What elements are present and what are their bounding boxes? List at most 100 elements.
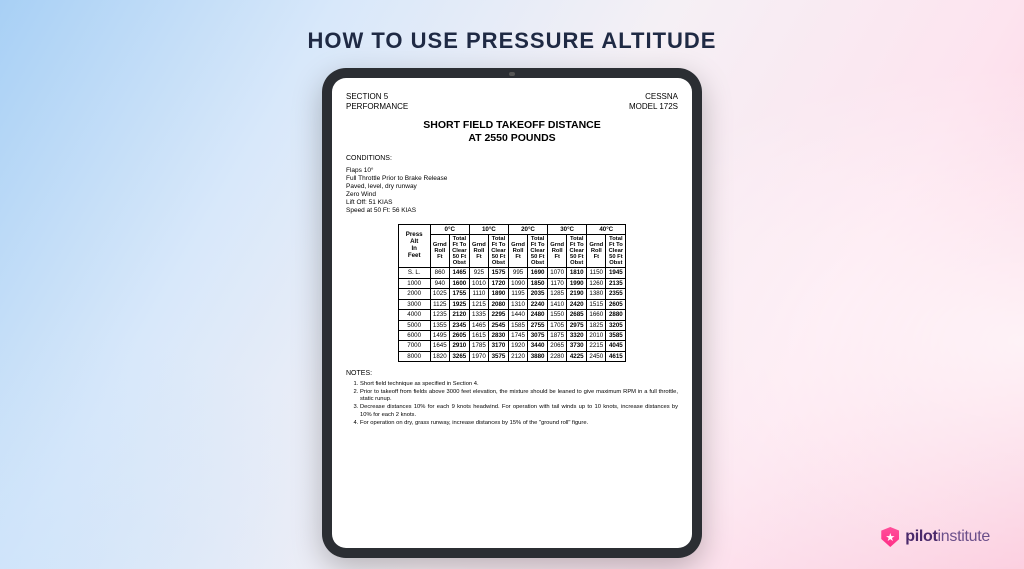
value-cell: 2035 — [528, 289, 548, 299]
value-cell: 2215 — [587, 341, 606, 351]
temp-header: 20°C — [508, 224, 547, 234]
value-cell: 1125 — [430, 299, 449, 309]
value-cell: 3730 — [567, 341, 587, 351]
value-cell: 1150 — [587, 268, 606, 278]
grnd-roll-header: GrndRollFt — [587, 235, 606, 268]
value-cell: 2120 — [449, 310, 469, 320]
value-cell: 2280 — [548, 351, 567, 361]
value-cell: 1465 — [469, 320, 488, 330]
doc-header: SECTION 5 PERFORMANCE CESSNA MODEL 172S — [346, 92, 678, 111]
note-item: For operation on dry, grass runway, incr… — [360, 420, 678, 427]
value-cell: 2080 — [489, 299, 509, 309]
value-cell: 3075 — [528, 331, 548, 341]
value-cell: 1600 — [449, 278, 469, 288]
temp-header: 30°C — [548, 224, 587, 234]
sub-header-row: GrndRollFtTotalFt ToClear50 FtObstGrndRo… — [398, 235, 626, 268]
value-cell: 1575 — [489, 268, 509, 278]
value-cell: 1380 — [587, 289, 606, 299]
temperature-header-row: PressAltInFeet0°C10°C20°C30°C40°C — [398, 224, 626, 234]
value-cell: 1990 — [567, 278, 587, 288]
value-cell: 860 — [430, 268, 449, 278]
value-cell: 1820 — [430, 351, 449, 361]
value-cell: 1335 — [469, 310, 488, 320]
model-label: MODEL 172S — [629, 102, 678, 112]
value-cell: 2975 — [567, 320, 587, 330]
value-cell: 2120 — [508, 351, 527, 361]
value-cell: 1720 — [489, 278, 509, 288]
value-cell: 1090 — [508, 278, 527, 288]
value-cell: 1310 — [508, 299, 527, 309]
value-cell: 1690 — [528, 268, 548, 278]
section-label: SECTION 5 — [346, 92, 408, 102]
altitude-cell: 3000 — [398, 299, 430, 309]
value-cell: 1925 — [449, 299, 469, 309]
value-cell: 2450 — [587, 351, 606, 361]
table-row: 3000112519251215208013102240141024201515… — [398, 299, 626, 309]
brand-logo: ★ pilotinstitute — [881, 527, 990, 547]
value-cell: 2190 — [567, 289, 587, 299]
table-row: 2000102517551110189011952035128521901380… — [398, 289, 626, 299]
document-screen: SECTION 5 PERFORMANCE CESSNA MODEL 172S … — [332, 78, 692, 548]
condition-line: Flaps 10° — [346, 167, 678, 175]
value-cell: 2345 — [449, 320, 469, 330]
value-cell: 3205 — [606, 320, 626, 330]
altitude-cell: 1000 — [398, 278, 430, 288]
slide-title: HOW TO USE PRESSURE ALTITUDE — [0, 28, 1024, 54]
value-cell: 1825 — [587, 320, 606, 330]
value-cell: 2880 — [606, 310, 626, 320]
performance-label: PERFORMANCE — [346, 102, 408, 112]
altitude-cell: 4000 — [398, 310, 430, 320]
value-cell: 1465 — [449, 268, 469, 278]
temp-header: 0°C — [430, 224, 469, 234]
value-cell: 1890 — [489, 289, 509, 299]
value-cell: 1170 — [548, 278, 567, 288]
shield-icon: ★ — [881, 527, 899, 547]
table-row: 4000123521201335229514402480155026851660… — [398, 310, 626, 320]
table-row: 6000149526051615283017453075187533202010… — [398, 331, 626, 341]
value-cell: 1285 — [548, 289, 567, 299]
value-cell: 4225 — [567, 351, 587, 361]
total-clear-header: TotalFt ToClear50 FtObst — [489, 235, 509, 268]
make-label: CESSNA — [629, 92, 678, 102]
altitude-cell: S. L. — [398, 268, 430, 278]
value-cell: 1660 — [587, 310, 606, 320]
altitude-cell: 6000 — [398, 331, 430, 341]
conditions-list: Flaps 10°Full Throttle Prior to Brake Re… — [346, 167, 678, 216]
value-cell: 1645 — [430, 341, 449, 351]
value-cell: 1970 — [469, 351, 488, 361]
altitude-cell: 2000 — [398, 289, 430, 299]
table-row: 5000135523451465254515852755170529751825… — [398, 320, 626, 330]
notes-list: Short field technique as specified in Se… — [346, 381, 678, 427]
value-cell: 1010 — [469, 278, 488, 288]
value-cell: 3575 — [489, 351, 509, 361]
value-cell: 1355 — [430, 320, 449, 330]
value-cell: 2240 — [528, 299, 548, 309]
condition-line: Zero Wind — [346, 191, 678, 199]
value-cell: 2605 — [606, 299, 626, 309]
value-cell: 1215 — [469, 299, 488, 309]
value-cell: 1410 — [548, 299, 567, 309]
note-item: Prior to takeoff from fields above 3000 … — [360, 389, 678, 403]
value-cell: 3170 — [489, 341, 509, 351]
value-cell: 1810 — [567, 268, 587, 278]
table-row: 1000940160010101720109018501170199012602… — [398, 278, 626, 288]
altitude-cell: 5000 — [398, 320, 430, 330]
press-alt-header: PressAltInFeet — [398, 224, 430, 268]
value-cell: 2685 — [567, 310, 587, 320]
doc-title-line2: AT 2550 POUNDS — [346, 132, 678, 145]
value-cell: 1550 — [548, 310, 567, 320]
value-cell: 1260 — [587, 278, 606, 288]
value-cell: 2135 — [606, 278, 626, 288]
star-icon: ★ — [885, 531, 895, 544]
total-clear-header: TotalFt ToClear50 FtObst — [528, 235, 548, 268]
doc-header-left: SECTION 5 PERFORMANCE — [346, 92, 408, 111]
value-cell: 2755 — [528, 320, 548, 330]
tablet-frame: SECTION 5 PERFORMANCE CESSNA MODEL 172S … — [322, 68, 702, 558]
value-cell: 1495 — [430, 331, 449, 341]
brand-light: institute — [938, 528, 990, 545]
table-row: S. L.86014659251575995169010701810115019… — [398, 268, 626, 278]
value-cell: 4615 — [606, 351, 626, 361]
table-row: 7000164529101785317019203440206537302215… — [398, 341, 626, 351]
value-cell: 1745 — [508, 331, 527, 341]
value-cell: 2010 — [587, 331, 606, 341]
